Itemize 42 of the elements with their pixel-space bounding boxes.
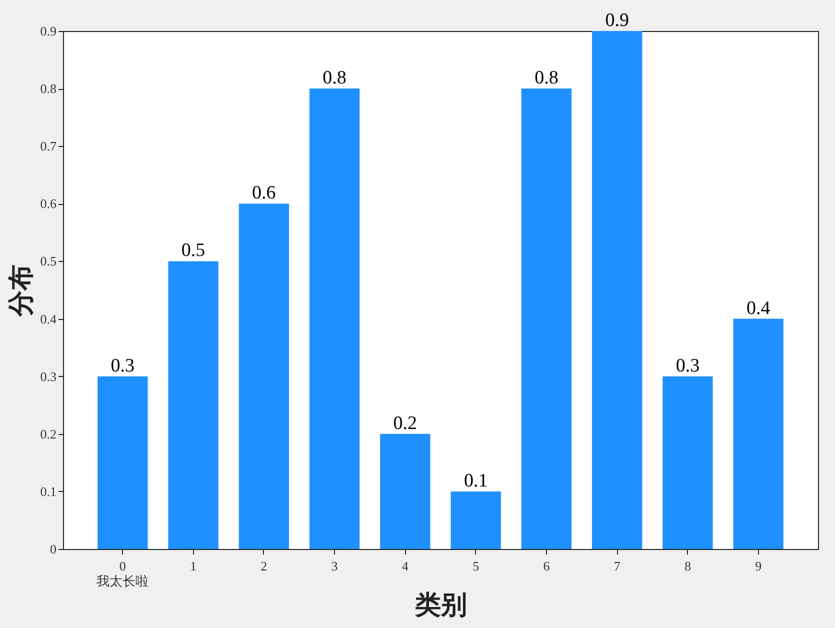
data-label: 0.8	[534, 68, 558, 89]
x-tick-label: 1	[190, 558, 197, 574]
bar	[662, 376, 713, 549]
x-tick-label: 9	[755, 558, 762, 574]
data-label: 0.6	[252, 182, 276, 204]
y-tick-label: 0.8	[40, 81, 56, 96]
x-tick-label: 0 我太长啦	[96, 558, 149, 588]
bar	[168, 261, 218, 549]
y-tick-label: 0.2	[40, 426, 56, 442]
bar	[521, 88, 572, 549]
x-tick-label: 6	[543, 558, 550, 574]
y-axis-title: 分布	[6, 264, 36, 318]
data-label: 0.8	[322, 68, 346, 89]
bar	[733, 318, 784, 549]
y-tick-label: 0.3	[40, 368, 56, 384]
x-tick-label: 7	[614, 558, 621, 574]
x-tick-label: 8	[684, 558, 691, 574]
data-label: 0.3	[676, 355, 700, 376]
data-label: 0.3	[110, 355, 135, 376]
bar	[309, 88, 360, 549]
bar	[98, 376, 148, 549]
x-tick-label: 3	[331, 558, 338, 574]
y-tick-label: 0.6	[40, 196, 57, 212]
data-label: 0.1	[464, 470, 488, 492]
bar	[592, 31, 642, 549]
y-tick-label: 0.1	[40, 484, 56, 499]
y-tick-label: 0.4	[40, 311, 57, 326]
bar	[238, 204, 290, 549]
data-label: 0.4	[746, 298, 771, 319]
x-tick-label: 4	[402, 558, 409, 574]
y-tick-label: 0.5	[40, 254, 56, 269]
data-label: 0.2	[393, 412, 418, 434]
bar	[450, 491, 501, 549]
bar	[380, 434, 430, 549]
data-label: 0.5	[181, 240, 206, 262]
x-tick-label: 5	[472, 558, 480, 574]
y-tick-label: 0.7	[40, 138, 57, 154]
data-label: 0.9	[605, 10, 629, 31]
y-tick-label: 0.9	[40, 24, 56, 38]
x-axis-title: 类别	[414, 590, 467, 620]
y-tick-label: 0	[50, 542, 56, 556]
x-tick-label: 2	[260, 558, 268, 574]
